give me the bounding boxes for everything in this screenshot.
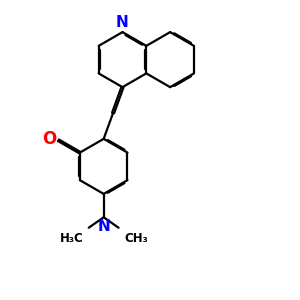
Text: CH₃: CH₃ <box>124 232 148 245</box>
Text: N: N <box>97 219 110 234</box>
Text: O: O <box>42 130 56 148</box>
Text: N: N <box>116 15 129 30</box>
Text: H₃C: H₃C <box>59 232 83 245</box>
